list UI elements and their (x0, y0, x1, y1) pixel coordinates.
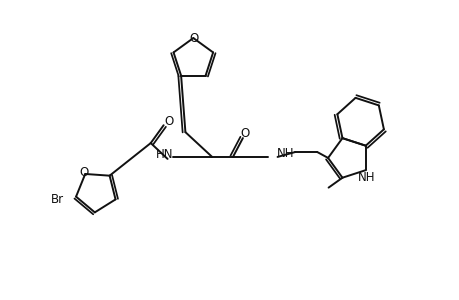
Text: O: O (240, 127, 249, 140)
Text: NH: NH (276, 148, 293, 160)
Text: NH: NH (357, 171, 375, 184)
Text: Br: Br (51, 193, 64, 206)
Text: O: O (189, 32, 199, 44)
Text: HN: HN (156, 148, 173, 161)
Text: O: O (79, 167, 89, 179)
Text: O: O (163, 115, 173, 128)
